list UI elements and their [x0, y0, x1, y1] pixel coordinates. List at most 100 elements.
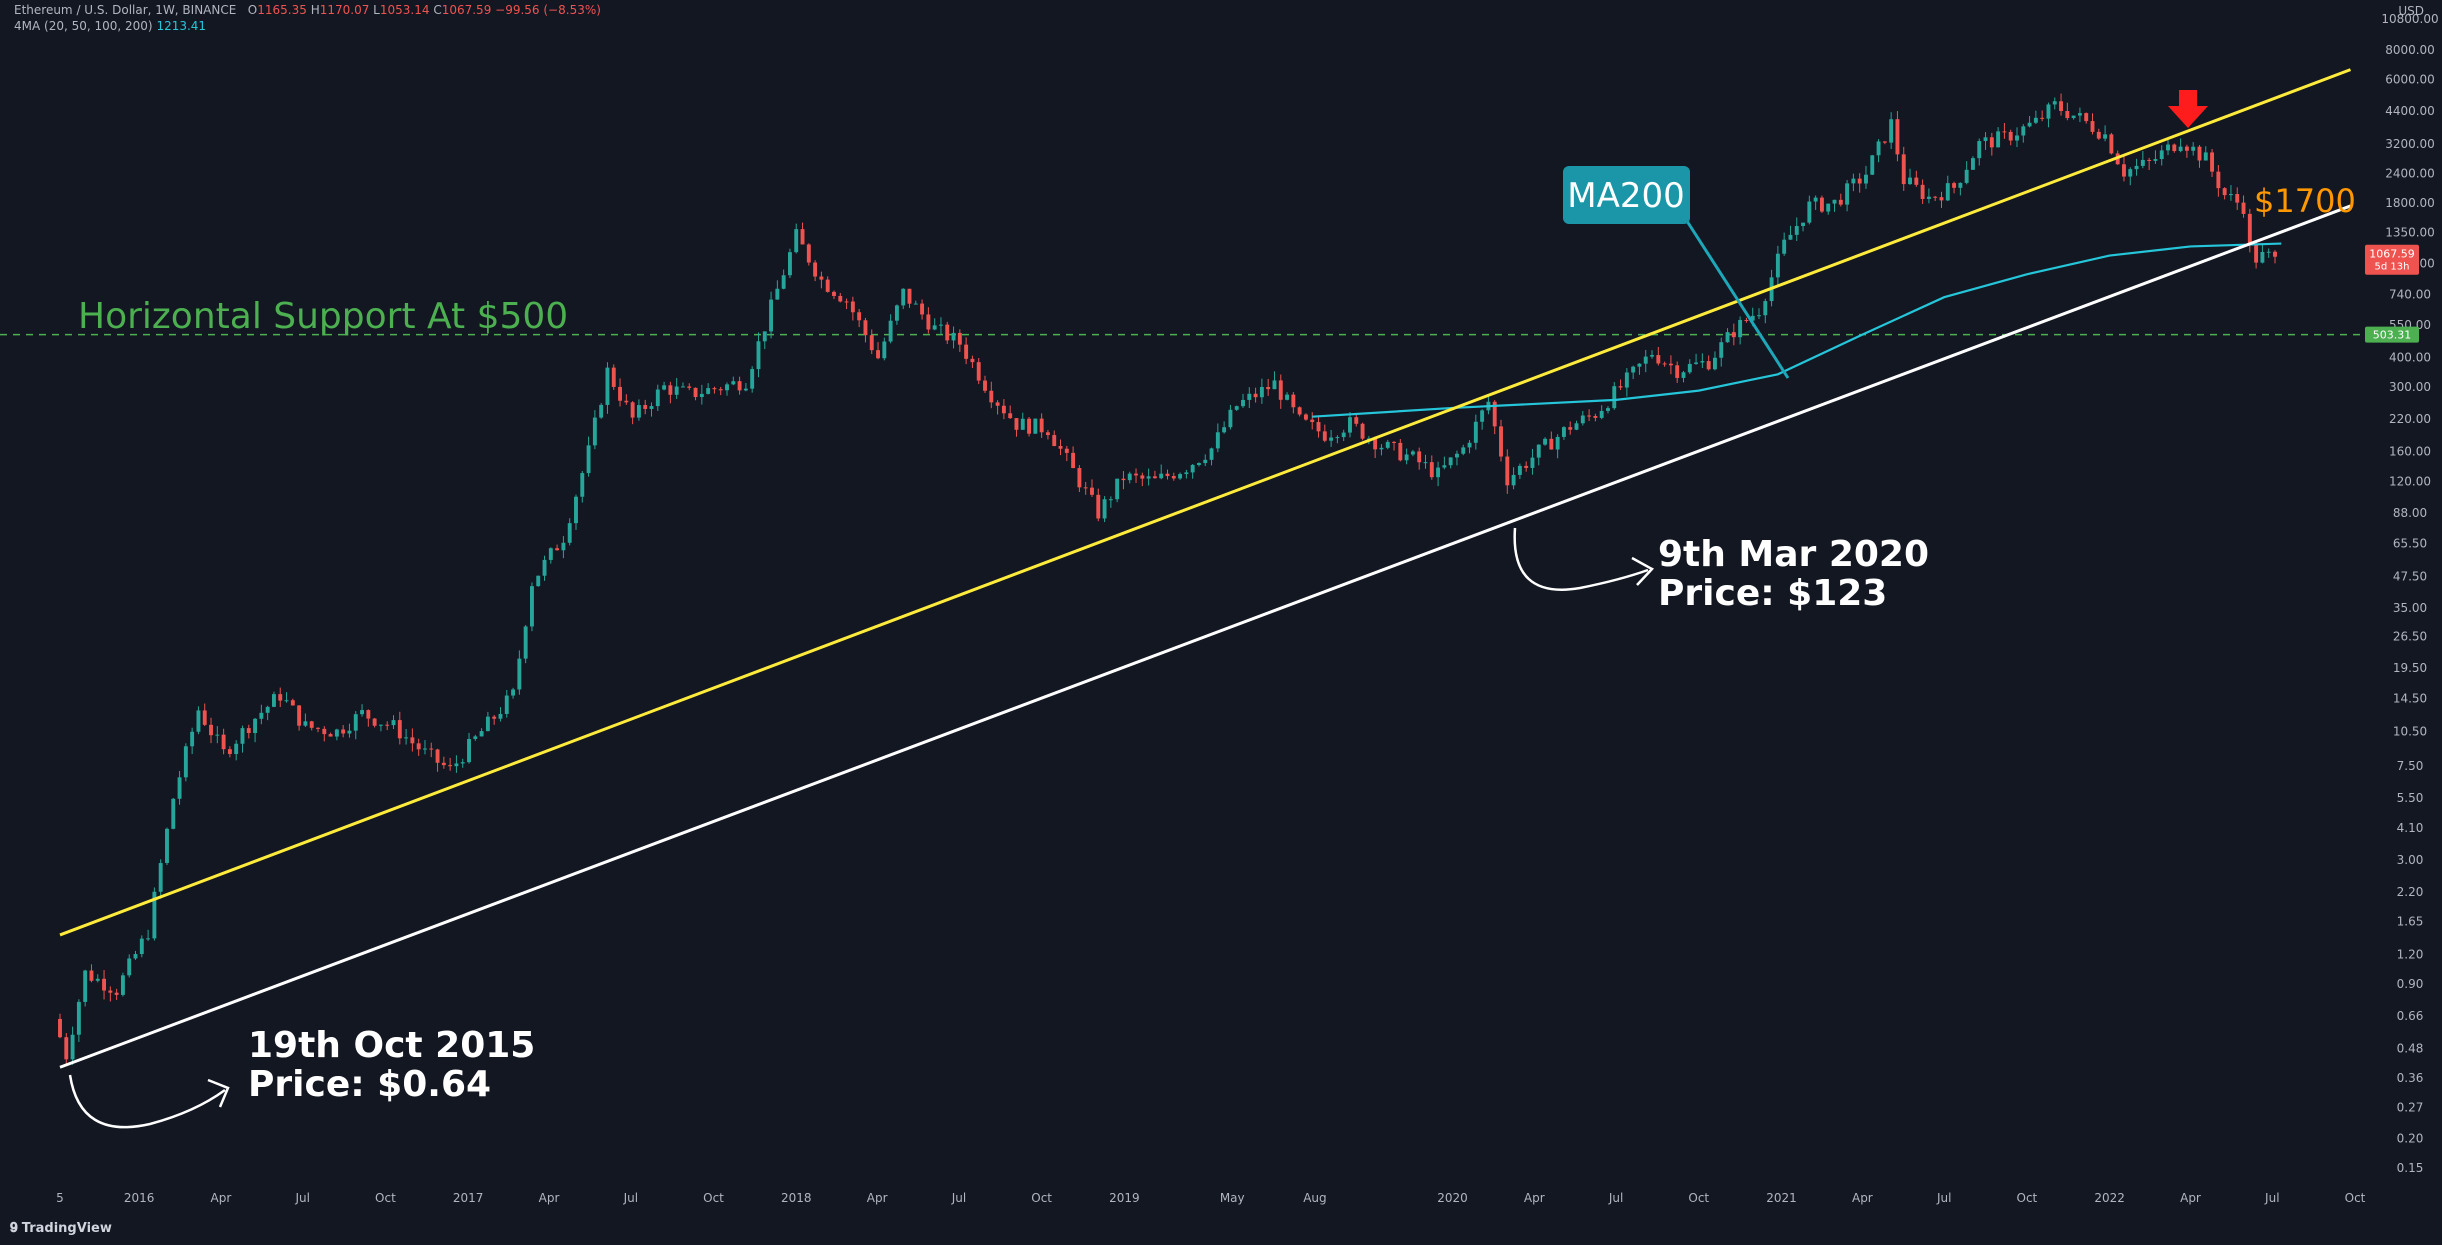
candle-body [1278, 380, 1283, 400]
x-tick-label: Apr [211, 1191, 232, 1205]
candle-body [1348, 417, 1352, 433]
candle-body [1901, 154, 1906, 185]
x-tick-label: Oct [1688, 1191, 1709, 1205]
candle-body [2065, 111, 2070, 119]
candle-body [1782, 239, 1787, 254]
candle-body [1159, 473, 1164, 479]
candle-body [271, 694, 276, 707]
candle-body [1681, 372, 1686, 378]
candle-body [2002, 131, 2007, 133]
candle-body [1687, 363, 1692, 373]
x-tick-label: 2019 [1109, 1191, 1140, 1205]
candle-body [1247, 393, 1252, 400]
y-tick-label: 4400.00 [2385, 104, 2435, 118]
candle-body [850, 301, 855, 313]
candle-body [120, 975, 125, 995]
candle-body [1700, 361, 1705, 363]
candle-body [876, 350, 880, 359]
candle-body [1555, 436, 1560, 450]
candle-body [611, 367, 616, 387]
candle-body [775, 288, 780, 300]
low1-date-label: 19th Oct 2015 [248, 1025, 535, 1066]
candle-body [1272, 380, 1277, 390]
candle-body [328, 734, 333, 737]
candle-body [1845, 183, 1850, 205]
chart-header-ohlc: Ethereum / U.S. Dollar, 1W, BINANCE O116… [14, 3, 601, 17]
y-tick-label: 1350.00 [2385, 226, 2435, 240]
candle-body [750, 369, 755, 389]
candle-body [64, 1037, 69, 1060]
candle-body [1127, 473, 1132, 481]
candle-body [1889, 119, 1894, 143]
candle-body [1561, 427, 1566, 437]
x-tick-label: Oct [2017, 1191, 2038, 1205]
candle-body [1234, 406, 1239, 410]
candle-body [1813, 197, 1818, 202]
candle-body [265, 706, 270, 713]
candle-body [762, 331, 767, 342]
candle-body [624, 400, 629, 403]
candle-body [561, 542, 566, 551]
candle-body [1354, 417, 1359, 424]
candle-body [1134, 473, 1138, 476]
low2-curve-arrow [1513, 527, 1649, 591]
candle-body [2184, 146, 2189, 151]
candle-body [1977, 141, 1982, 159]
candle-body [2159, 150, 2164, 160]
candle-body [2122, 164, 2126, 177]
candle-body [964, 344, 969, 359]
candle-body [1536, 444, 1541, 458]
candle-body [1945, 183, 1950, 201]
candle-body [114, 992, 119, 995]
y-tick-label: 35.00 [2393, 601, 2427, 615]
candle-body [649, 406, 654, 409]
candle-body [1209, 448, 1214, 460]
candle-body [548, 548, 553, 560]
candle-body [297, 705, 302, 726]
candle-body [1146, 476, 1151, 479]
candle-body [1775, 253, 1780, 278]
x-tick-label: Jul [1936, 1191, 1951, 1205]
y-tick-label: 1.20 [2397, 947, 2424, 961]
candle-body [825, 279, 830, 292]
indicator-legend[interactable]: 4MA (20, 50, 100, 200) 1213.41 [14, 19, 206, 33]
y-tick-label: 8000.00 [2385, 43, 2435, 57]
candle-body [2153, 159, 2158, 161]
candle-body [1492, 401, 1497, 427]
candle-body [183, 746, 188, 778]
candle-body [454, 763, 459, 767]
candle-body [1398, 442, 1403, 461]
candle-body [718, 389, 723, 391]
candle-body [2247, 213, 2252, 245]
x-tick-label: May [1220, 1191, 1245, 1205]
candle-body [1448, 457, 1453, 466]
candle-body [1008, 413, 1013, 419]
candle-body [2128, 169, 2133, 177]
candle-body [227, 749, 232, 754]
y-tick-label: 14.50 [2393, 691, 2427, 705]
candle-body [1297, 407, 1302, 415]
candle-body [209, 724, 213, 736]
candle-body [567, 523, 572, 543]
white-trend-line [59, 204, 2352, 1069]
candle-body [957, 332, 962, 345]
candle-body [674, 386, 679, 395]
candle-body [1920, 184, 1925, 199]
candle-body [2228, 194, 2233, 196]
candle-body [1253, 393, 1258, 398]
candle-body [599, 404, 604, 418]
candle-body [920, 303, 925, 315]
y-tick-label: 10800.00 [2381, 12, 2438, 26]
candle-body [2172, 144, 2177, 152]
candle-body [290, 700, 295, 706]
candle-body [1713, 357, 1717, 370]
candle-body [636, 405, 641, 418]
candle-body [1429, 462, 1434, 478]
y-tick-label: 2.20 [2397, 885, 2424, 899]
tradingview-logo[interactable]: 𝟗 TradingView [10, 1220, 112, 1236]
ma200-line [1312, 242, 2282, 418]
candle-body [1637, 363, 1642, 367]
current-price-badge [2365, 244, 2419, 275]
x-tick-label: Oct [2345, 1191, 2366, 1205]
